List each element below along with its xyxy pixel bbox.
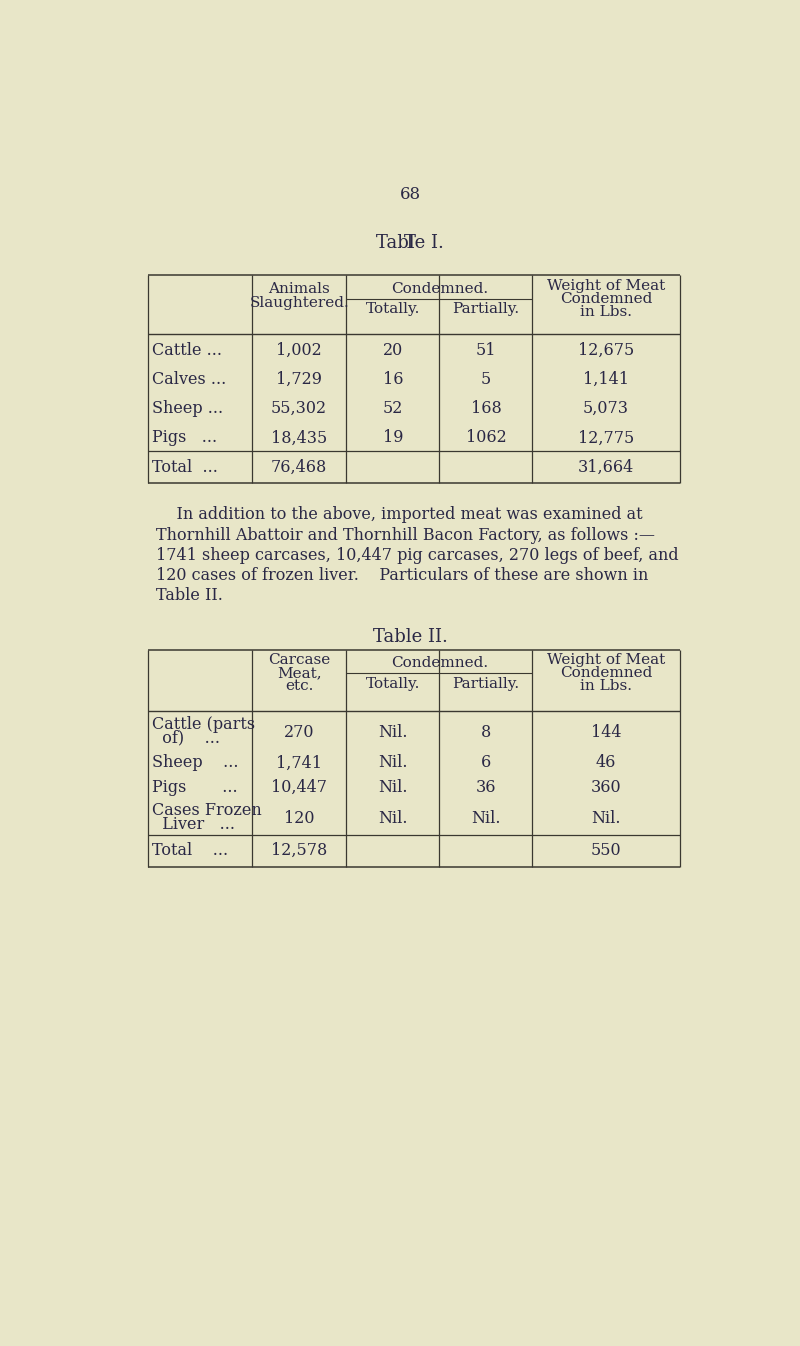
Text: 1741 sheep carcases, 10,447 pig carcases, 270 legs of beef, and: 1741 sheep carcases, 10,447 pig carcases… (156, 546, 678, 564)
Text: 6: 6 (481, 754, 491, 771)
Text: Thornhill Abattoir and Thornhill Bacon Factory, as follows :—: Thornhill Abattoir and Thornhill Bacon F… (156, 526, 654, 544)
Text: Totally.: Totally. (366, 303, 420, 316)
Text: 168: 168 (470, 400, 502, 417)
Text: 12,775: 12,775 (578, 429, 634, 447)
Text: In addition to the above, imported meat was examined at: In addition to the above, imported meat … (156, 506, 642, 524)
Text: Condemned.: Condemned. (391, 656, 488, 670)
Text: Table I.: Table I. (376, 234, 444, 252)
Text: 120: 120 (284, 810, 314, 826)
Text: 270: 270 (284, 724, 314, 740)
Text: in Lbs.: in Lbs. (580, 678, 632, 693)
Text: 12,675: 12,675 (578, 342, 634, 358)
Text: 1062: 1062 (466, 429, 506, 447)
Text: Total    ...: Total ... (152, 843, 228, 859)
Text: Slaughtered.: Slaughtered. (250, 296, 349, 310)
Text: Table II.: Table II. (156, 587, 222, 603)
Text: Cattle ...: Cattle ... (152, 342, 222, 358)
Text: Calves ...: Calves ... (152, 371, 226, 388)
Text: Partially.: Partially. (452, 677, 519, 690)
Text: 5: 5 (481, 371, 491, 388)
Text: Nil.: Nil. (591, 810, 621, 826)
Text: 550: 550 (590, 843, 622, 859)
Text: Weight of Meat: Weight of Meat (547, 653, 666, 666)
Text: Nil.: Nil. (378, 810, 408, 826)
Text: 68: 68 (399, 186, 421, 203)
Text: of)    ...: of) ... (152, 730, 220, 747)
Text: Cases Frozen: Cases Frozen (152, 802, 262, 820)
Text: 16: 16 (382, 371, 403, 388)
Text: 5,073: 5,073 (583, 400, 629, 417)
Text: 144: 144 (591, 724, 622, 740)
Text: 8: 8 (481, 724, 491, 740)
Text: Nil.: Nil. (471, 810, 501, 826)
Text: Pigs   ...: Pigs ... (152, 429, 217, 447)
Text: Weight of Meat: Weight of Meat (547, 279, 666, 292)
Text: Sheep ...: Sheep ... (152, 400, 223, 417)
Text: 52: 52 (382, 400, 403, 417)
Text: 12,578: 12,578 (271, 843, 327, 859)
Text: 1,741: 1,741 (276, 754, 322, 771)
Text: Nil.: Nil. (378, 724, 408, 740)
Text: Meat,: Meat, (277, 666, 322, 680)
Text: Total  ...: Total ... (152, 459, 218, 475)
Text: 360: 360 (590, 779, 622, 795)
Text: Cattle (parts: Cattle (parts (152, 716, 255, 734)
Text: Condemned: Condemned (560, 666, 652, 680)
Text: 19: 19 (382, 429, 403, 447)
Text: 31,664: 31,664 (578, 459, 634, 475)
Text: Condemned: Condemned (560, 292, 652, 306)
Text: 120 cases of frozen liver.    Particulars of these are shown in: 120 cases of frozen liver. Particulars o… (156, 567, 648, 584)
Text: Nil.: Nil. (378, 779, 408, 795)
Text: T: T (404, 234, 416, 252)
Text: Table II.: Table II. (373, 629, 447, 646)
Text: 20: 20 (383, 342, 403, 358)
Text: Totally.: Totally. (366, 677, 420, 690)
Text: Partially.: Partially. (452, 303, 519, 316)
Text: Condemned.: Condemned. (391, 281, 488, 296)
Text: Pigs       ...: Pigs ... (152, 779, 238, 795)
Text: 76,468: 76,468 (271, 459, 327, 475)
Text: 36: 36 (476, 779, 496, 795)
Text: 46: 46 (596, 754, 616, 771)
Text: 51: 51 (476, 342, 496, 358)
Text: Carcase: Carcase (268, 653, 330, 666)
Text: 18,435: 18,435 (271, 429, 327, 447)
Text: Animals: Animals (268, 281, 330, 296)
Text: Nil.: Nil. (378, 754, 408, 771)
Text: in Lbs.: in Lbs. (580, 304, 632, 319)
Text: Liver   ...: Liver ... (152, 816, 235, 833)
Text: 1,141: 1,141 (583, 371, 629, 388)
Text: 55,302: 55,302 (271, 400, 327, 417)
Text: 1,729: 1,729 (276, 371, 322, 388)
Text: 1,002: 1,002 (276, 342, 322, 358)
Text: etc.: etc. (285, 678, 314, 693)
Text: Sheep    ...: Sheep ... (152, 754, 238, 771)
Text: 10,447: 10,447 (271, 779, 327, 795)
